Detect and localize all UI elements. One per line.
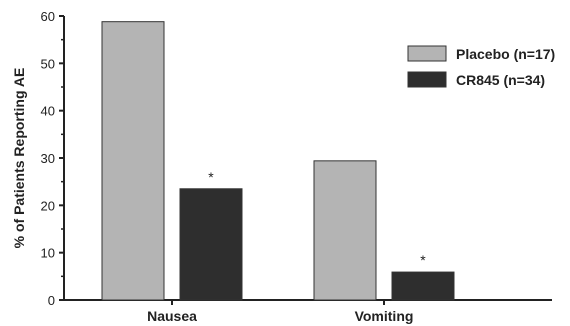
y-tick-label: 10 (41, 246, 55, 261)
legend: Placebo (n=17) CR845 (n=34) (407, 45, 555, 88)
bar-placebo-nausea (101, 21, 165, 301)
x-tick-label: Nausea (147, 308, 197, 324)
bar-cr845-vomiting (391, 271, 455, 301)
legend-swatch (407, 45, 447, 62)
y-tick-label: 0 (48, 293, 55, 308)
significance-marker: * (208, 169, 214, 185)
bar-placebo-vomiting (313, 160, 377, 301)
bar-cr845-nausea (179, 188, 243, 301)
plot-area: 0 10 20 30 40 50 60 Nausea Vomiting * * (41, 9, 552, 324)
y-axis-label: % of Patients Reporting AE (11, 68, 27, 249)
significance-marker: * (420, 252, 426, 268)
legend-swatch (407, 71, 447, 88)
y-tick-label: 60 (41, 9, 55, 24)
y-tick-label: 20 (41, 198, 55, 213)
y-tick-label: 30 (41, 151, 55, 166)
y-tick-label: 40 (41, 104, 55, 119)
y-tick-label: 50 (41, 56, 55, 71)
x-tick-label: Vomiting (355, 308, 414, 324)
legend-label: Placebo (n=17) (456, 46, 555, 62)
legend-label: CR845 (n=34) (456, 72, 545, 88)
